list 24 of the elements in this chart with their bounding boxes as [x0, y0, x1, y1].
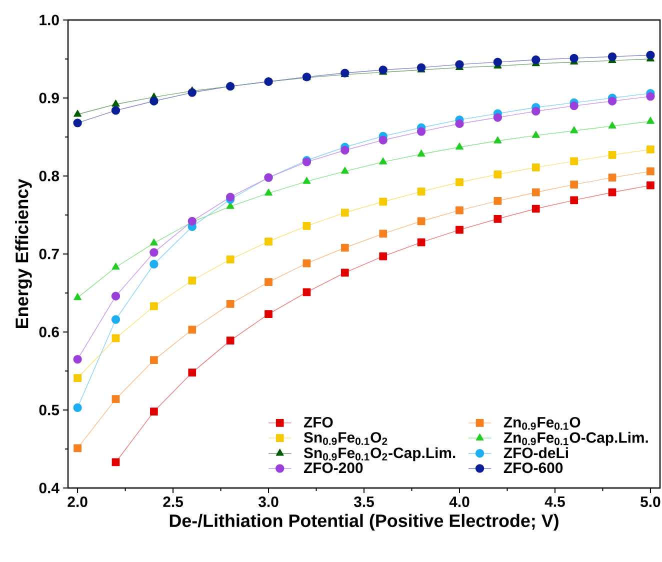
x-tick-label: 4.5 [544, 496, 565, 507]
x-tick-label: 3.5 [354, 496, 374, 508]
y-tick-label: 0.9 [39, 92, 59, 104]
y-tick-label: 0.7 [39, 248, 59, 260]
x-axis-title: De-/Lithiation Potential (Positive Electrode; V) [170, 514, 558, 531]
legend-label: Sn$_{0.9}$Fe$_{0.1}$O$_{2}$ [304, 432, 388, 445]
legend-label: ZFO [304, 416, 333, 428]
y-tick-label: 0.5 [39, 404, 60, 416]
legend-label: ZFO-600 [504, 462, 563, 474]
x-tick-label: 2.0 [68, 496, 88, 508]
y-tick-label: 0.6 [39, 326, 59, 338]
legend-label: ZFO-deLi [504, 447, 568, 458]
x-tick-label: 4.0 [449, 496, 470, 508]
y-tick-label: 0.8 [39, 170, 60, 182]
y-tick-label: 0.4 [39, 482, 60, 494]
x-tick-label: 5.0 [640, 496, 660, 508]
legend-label: ZFO-200 [304, 462, 363, 474]
y-axis-title: Energy Efficiency [15, 178, 32, 328]
legend-label: Sn$_{0.9}$Fe$_{0.1}$O$_{2}$-Cap.Lim. [304, 447, 456, 462]
legend-label: Zn$_{0.9}$Fe$_{0.1}$O [504, 416, 580, 430]
y-tick-label: 1.0 [40, 14, 59, 26]
x-tick-label: 3.0 [258, 496, 278, 508]
x-tick-label: 2.5 [163, 496, 184, 508]
legend-label: Zn$_{0.9}$Fe$_{0.1}$O-Cap.Lim. [504, 432, 648, 446]
